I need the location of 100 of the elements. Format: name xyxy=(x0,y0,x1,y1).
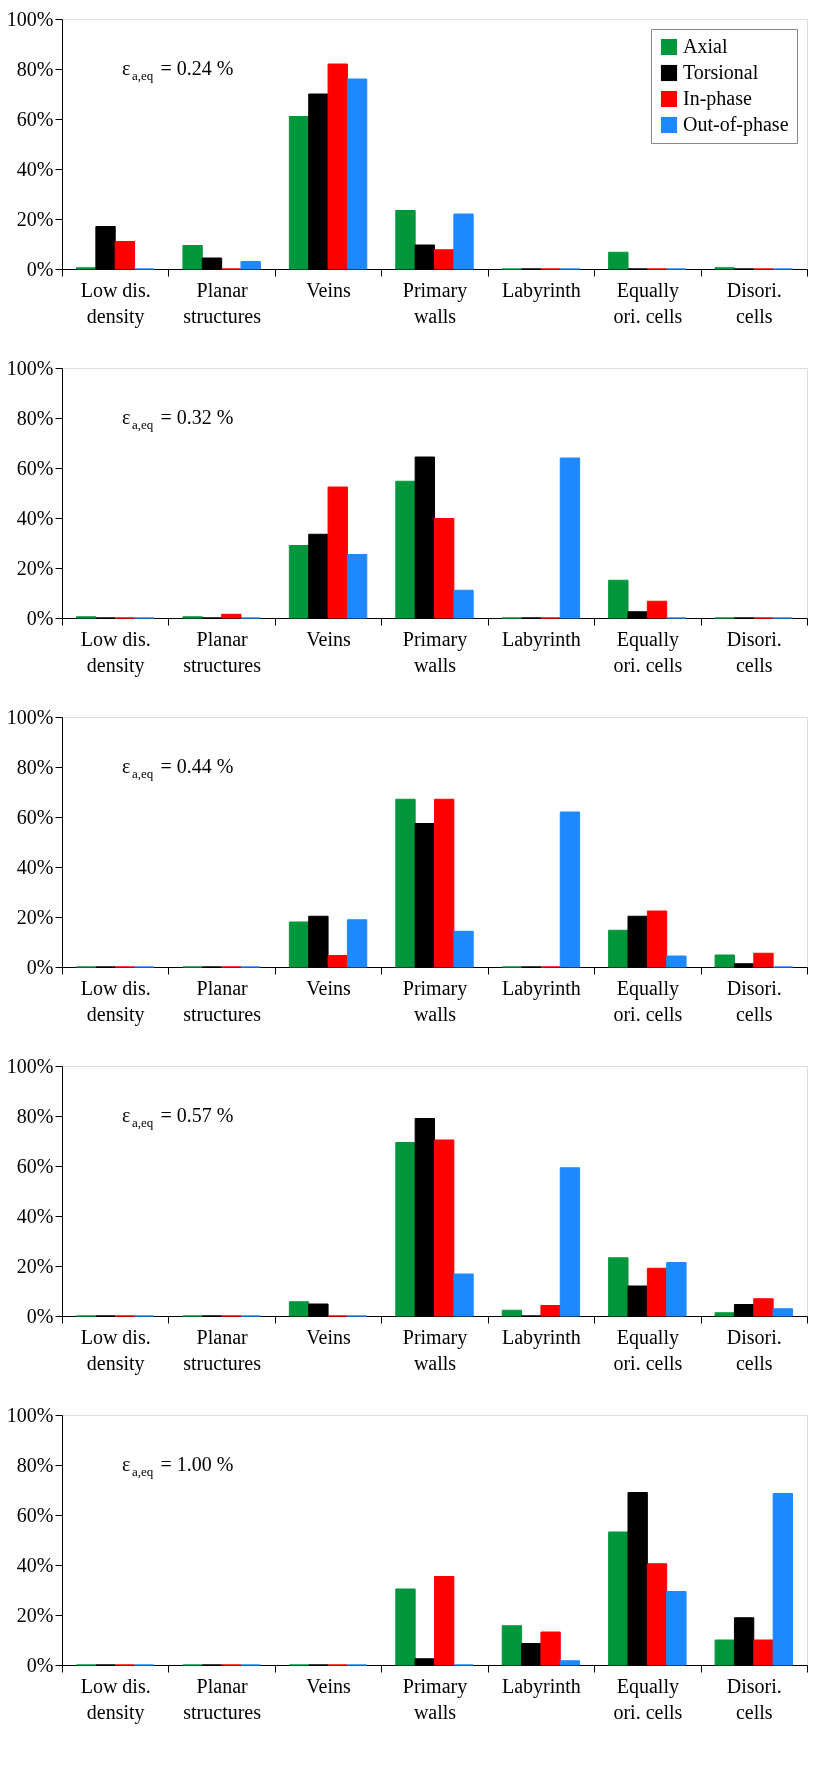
x-tick-label: Disori. cells xyxy=(726,1325,782,1374)
x-tick-label: Low dis. density xyxy=(80,976,151,1026)
x-tick-label: Veins xyxy=(306,627,352,650)
x-tick-label: Veins xyxy=(306,976,352,999)
x-tick-label: Planar structures xyxy=(183,278,262,327)
bar xyxy=(559,1167,581,1317)
bar xyxy=(627,611,648,619)
bar xyxy=(288,1301,310,1317)
y-tick-label: 100% xyxy=(6,356,54,379)
x-tick-label: Low dis. density xyxy=(80,1674,151,1724)
x-tick-label: Equally ori. cells xyxy=(613,278,683,327)
legend-label: Out-of-phase xyxy=(683,113,789,136)
y-tick-label: 0% xyxy=(26,955,54,978)
bar xyxy=(414,244,435,270)
x-tick-label: Primary walls xyxy=(402,278,468,327)
y-tick-label: 80% xyxy=(16,755,54,778)
bar xyxy=(434,518,455,619)
bar xyxy=(434,1576,455,1666)
y-tick-label: 40% xyxy=(16,855,54,878)
bar xyxy=(646,600,668,619)
bar xyxy=(540,1631,561,1666)
bar xyxy=(288,116,310,270)
y-tick-label: 0% xyxy=(26,1304,54,1327)
x-tick-label: Planar structures xyxy=(183,1674,262,1723)
bar xyxy=(714,1639,735,1666)
x-tick-label: Primary walls xyxy=(402,627,468,676)
bar xyxy=(753,1639,774,1666)
bar xyxy=(453,213,474,270)
legend-label: Axial xyxy=(683,35,728,57)
bar xyxy=(346,919,368,968)
bar xyxy=(753,952,774,968)
bar xyxy=(608,1257,629,1317)
bar xyxy=(608,1531,629,1666)
x-tick-label: Equally ori. cells xyxy=(613,976,683,1025)
x-tick-label: Disori. cells xyxy=(726,976,782,1025)
bar xyxy=(627,1285,648,1317)
bar xyxy=(453,930,474,968)
y-tick-label: 20% xyxy=(16,1254,54,1277)
x-tick-label: Planar structures xyxy=(183,1325,262,1374)
bar xyxy=(414,1658,435,1666)
y-tick-label: 20% xyxy=(16,1603,54,1626)
x-tick-label: Low dis. density xyxy=(80,278,151,328)
bar xyxy=(288,921,310,968)
y-tick-label: 60% xyxy=(16,1503,54,1526)
bar xyxy=(733,1304,755,1317)
bar xyxy=(327,63,348,270)
bar xyxy=(540,1305,561,1317)
y-tick-label: 100% xyxy=(6,1054,54,1077)
bar xyxy=(453,589,474,619)
bar xyxy=(308,533,329,619)
bar xyxy=(666,1262,687,1317)
x-tick-label: Primary walls xyxy=(402,976,468,1025)
bar xyxy=(308,1303,329,1317)
x-tick-label: Veins xyxy=(306,278,352,301)
x-tick-label: Low dis. density xyxy=(80,1325,151,1375)
y-tick-label: 20% xyxy=(16,556,54,579)
bar xyxy=(414,456,435,619)
bar xyxy=(627,915,648,968)
bar xyxy=(608,929,629,968)
y-tick-label: 60% xyxy=(16,805,54,828)
bar xyxy=(608,251,629,270)
bar xyxy=(221,613,242,619)
y-tick-label: 100% xyxy=(6,7,54,30)
y-tick-label: 60% xyxy=(16,107,54,130)
bar xyxy=(501,1625,523,1666)
bar xyxy=(395,210,416,270)
y-tick-label: 40% xyxy=(16,506,54,529)
y-tick-label: 100% xyxy=(6,1403,54,1426)
bar xyxy=(182,245,203,270)
bar xyxy=(240,261,261,270)
y-tick-label: 60% xyxy=(16,456,54,479)
bar xyxy=(714,954,735,968)
bar xyxy=(327,955,348,968)
bar xyxy=(201,257,223,270)
legend-label: In-phase xyxy=(683,87,752,110)
bar xyxy=(772,1493,793,1666)
bar xyxy=(733,1617,755,1666)
y-tick-label: 80% xyxy=(16,1453,54,1476)
legend-label: Torsional xyxy=(683,61,759,83)
x-tick-label: Equally ori. cells xyxy=(613,627,683,676)
y-tick-label: 80% xyxy=(16,57,54,80)
x-tick-label: Veins xyxy=(306,1674,352,1697)
bar xyxy=(434,798,455,968)
bar xyxy=(346,554,368,619)
bar xyxy=(646,910,668,968)
x-tick-label: Labyrinth xyxy=(501,1674,581,1698)
bar xyxy=(753,1298,774,1317)
bar xyxy=(114,241,136,270)
bar xyxy=(714,1312,735,1317)
bar xyxy=(434,1139,455,1317)
y-tick-label: 0% xyxy=(26,257,54,280)
bar xyxy=(453,1273,474,1317)
bar xyxy=(346,78,368,270)
x-tick-label: Labyrinth xyxy=(501,627,581,651)
x-tick-label: Primary walls xyxy=(402,1325,468,1374)
x-tick-label: Planar structures xyxy=(183,976,262,1025)
bar xyxy=(395,480,416,619)
y-tick-label: 80% xyxy=(16,1104,54,1127)
bar xyxy=(733,963,755,968)
y-tick-label: 40% xyxy=(16,1204,54,1227)
